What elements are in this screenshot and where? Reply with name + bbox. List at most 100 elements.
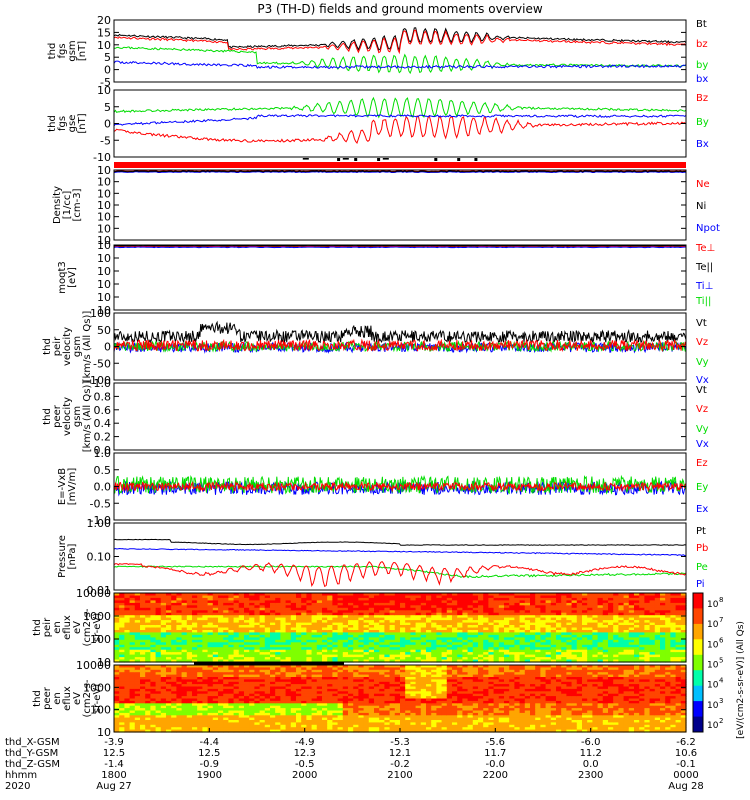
- spectro-cell: [348, 622, 354, 626]
- spectro-cell: [472, 647, 479, 651]
- spectro-cell: [223, 700, 229, 704]
- spectro-cell: [405, 630, 411, 634]
- spectro-cell: [374, 652, 380, 656]
- spectro-cell: [431, 647, 437, 651]
- spectro-cell: [597, 622, 604, 626]
- spectro-cell: [374, 597, 380, 601]
- spectro-cell: [556, 657, 562, 661]
- spectro-cell: [363, 724, 370, 728]
- spectro-cell: [337, 649, 344, 653]
- spectro-cell: [452, 688, 458, 692]
- spectro-cell: [348, 717, 354, 721]
- spectro-cell: [296, 620, 302, 624]
- spectro-cell: [405, 717, 411, 721]
- spectro-cell: [634, 625, 640, 629]
- spectro-cell: [140, 717, 146, 721]
- spectro-cell: [327, 715, 333, 719]
- spectro-cell: [186, 703, 193, 707]
- spectro-cell: [348, 642, 354, 646]
- spectro-cell: [166, 630, 172, 634]
- spectro-cell: [249, 665, 255, 668]
- spectro-cell: [280, 654, 287, 658]
- spectro-cell: [431, 625, 437, 629]
- spectro-cell: [415, 659, 422, 663]
- spectro-cell: [186, 602, 193, 606]
- spectro-cell: [301, 602, 307, 606]
- spectro-cell: [368, 698, 375, 702]
- spectro-cell: [223, 634, 229, 638]
- spectro-cell: [613, 644, 619, 648]
- spectro-cell: [426, 710, 432, 714]
- spectro-cell: [394, 652, 401, 656]
- spectro-cell: [483, 630, 489, 634]
- spectro-cell: [493, 642, 500, 646]
- spectro-cell: [576, 593, 583, 597]
- spectro-cell: [218, 674, 224, 678]
- spectro-cell: [124, 691, 131, 695]
- spectro-cell: [197, 639, 203, 643]
- spectro-cell: [446, 595, 453, 599]
- spectro-cell: [431, 597, 437, 601]
- spectro-cell: [363, 672, 370, 676]
- spectro-cell: [415, 620, 422, 624]
- spectro-cell: [602, 622, 609, 626]
- spectro-cell: [550, 595, 557, 599]
- spectro-cell: [462, 715, 469, 719]
- spectro-cell: [509, 642, 515, 646]
- spectro-cell: [228, 696, 235, 700]
- spectro-cell: [197, 647, 203, 651]
- spectro-cell: [202, 684, 209, 688]
- spectro-cell: [285, 672, 292, 676]
- spectro-cell: [545, 642, 552, 646]
- spectro-cell: [218, 667, 224, 671]
- spectro-cell: [431, 674, 437, 678]
- spectro-cell: [233, 610, 240, 614]
- spectro-cell: [410, 669, 417, 673]
- spectro-cell: [192, 667, 198, 671]
- spectro-cell: [592, 627, 599, 631]
- spectro-cell: [654, 610, 661, 614]
- spectro-cell: [259, 649, 266, 653]
- spectro-cell: [155, 677, 162, 680]
- spectro-cell: [202, 677, 209, 680]
- spectro-cell: [134, 684, 141, 688]
- spectro-cell: [160, 649, 167, 653]
- spectro-cell: [436, 715, 443, 719]
- spectro-cell: [561, 625, 567, 629]
- spectro-cell: [592, 639, 599, 643]
- spectro-cell: [457, 729, 463, 733]
- spectro-cell: [290, 657, 297, 661]
- spectro-cell: [670, 659, 677, 663]
- spectro-cell: [322, 642, 328, 646]
- spectro-cell: [394, 612, 401, 616]
- spectro-cell: [238, 705, 245, 709]
- spectro-cell: [290, 607, 297, 611]
- spectro-cell: [597, 642, 604, 646]
- spectro-cell: [311, 634, 318, 638]
- spectro-cell: [441, 644, 448, 648]
- spectro-cell: [462, 691, 469, 695]
- spectro-cell: [670, 652, 677, 656]
- spectro-cell: [530, 600, 536, 604]
- spectro-cell: [602, 625, 609, 629]
- spectro-cell: [316, 652, 323, 656]
- spectro-cell: [358, 625, 365, 629]
- spectro-cell: [270, 632, 276, 636]
- spectro-cell: [623, 600, 630, 604]
- spectro-cell: [374, 665, 380, 668]
- spectro-cell: [264, 715, 271, 719]
- spectro-cell: [296, 703, 302, 707]
- spectro-cell: [472, 595, 479, 599]
- spectro-cell: [426, 607, 432, 611]
- spectro-cell: [644, 654, 651, 658]
- spectro-cell: [379, 669, 385, 673]
- spectro-cell: [155, 667, 162, 671]
- spectro-cell: [332, 679, 339, 683]
- spectro-cell: [441, 593, 448, 597]
- spectro-cell: [254, 607, 261, 611]
- spectro-cell: [254, 657, 261, 661]
- spectro-cell: [452, 617, 458, 621]
- spectro-cell: [212, 654, 219, 658]
- spectro-cell: [145, 605, 151, 609]
- spectro-cell: [420, 708, 427, 712]
